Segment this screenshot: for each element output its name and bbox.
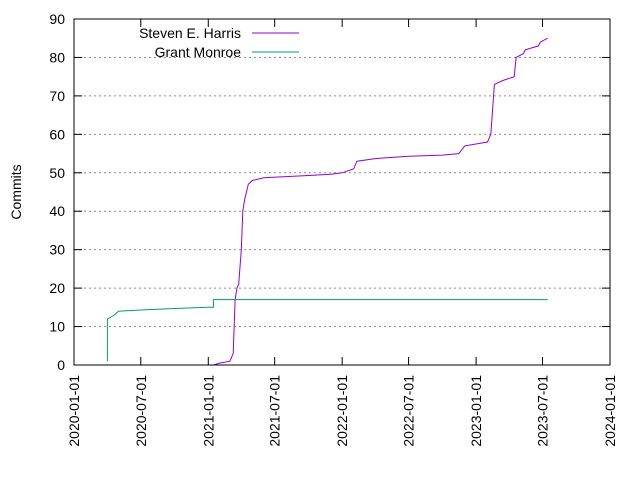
y-tick-label: 60 [49,126,65,142]
x-tick-label: 2020-01-01 [66,375,82,447]
grid-lines [74,56,610,328]
y-tick-label: 40 [49,203,65,219]
x-tick-label: 2023-01-01 [468,375,484,447]
x-tick-label: 2020-07-01 [133,375,149,447]
x-tick-label: 2021-01-01 [200,375,216,447]
x-tick-label: 2022-01-01 [334,375,350,447]
y-tick-label: 90 [49,11,65,27]
series-lines [106,37,548,366]
axis-ticks [73,18,611,366]
x-tick-label: 2021-07-01 [267,375,283,447]
plot-frame [73,18,611,366]
x-tick-label: 2023-07-01 [534,375,550,447]
x-tick-label: 2024-01-01 [602,375,618,447]
series-line-grant-monroe [106,299,548,362]
series-line-steven-e-harris [213,37,548,366]
x-tick-label: 2022-07-01 [401,375,417,447]
y-tick-label: 0 [57,357,65,373]
x-tick-labels: 2020-01-01 2020-07-01 2021-01-01 2021-07-01… [66,375,618,447]
legend-label-grant-monroe: Grant Monroe [155,44,242,60]
y-tick-label: 10 [49,319,65,335]
y-tick-label: 20 [49,280,65,296]
legend: Steven E. Harris Grant Monroe [139,25,299,60]
y-tick-label: 80 [49,49,65,65]
y-tick-labels: 0 10 20 30 40 50 60 70 80 90 [49,11,65,373]
y-axis-label: Commits [8,164,24,219]
y-tick-label: 50 [49,165,65,181]
legend-label-steven-e-harris: Steven E. Harris [139,25,241,41]
y-tick-label: 30 [49,242,65,258]
y-tick-label: 70 [49,88,65,104]
